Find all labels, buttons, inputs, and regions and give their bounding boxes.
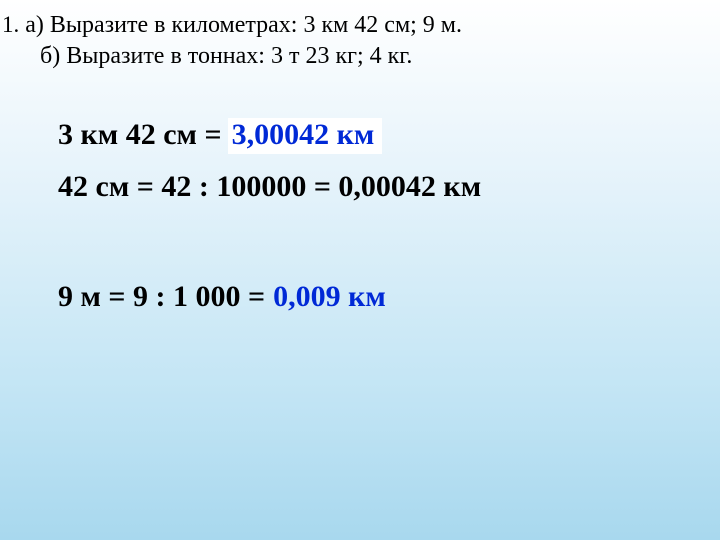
- problem-text-b: б) Выразите в тоннах: 3 т 23 кг; 4 кг.: [0, 43, 720, 70]
- solution-content: 3 км 42 см = 3,00042 км 42 см = 42 : 100…: [0, 70, 720, 314]
- solution-row-3: 9 м = 9 : 1 000 = 0,009 км: [58, 280, 720, 314]
- solution-prefix-1: 3 км 42 см =: [58, 118, 222, 152]
- solution-row-1: 3 км 42 см = 3,00042 км: [58, 118, 720, 154]
- solution-answer-1: 3,00042 км: [228, 118, 383, 154]
- problem-header: 1. а) Выразите в километрах: 3 км 42 см;…: [0, 0, 720, 70]
- problem-text-a: а) Выразите в километрах: 3 км 42 см; 9 …: [25, 12, 462, 39]
- list-number: 1.: [0, 12, 25, 38]
- header-line-a: 1. а) Выразите в километрах: 3 км 42 см;…: [0, 12, 720, 39]
- solution-prefix-3: 9 м = 9 : 1 000 =: [58, 280, 265, 314]
- solution-answer-3: 0,009 км: [273, 280, 386, 314]
- solution-row-2: 42 см = 42 : 100000 = 0,00042 км: [58, 170, 720, 204]
